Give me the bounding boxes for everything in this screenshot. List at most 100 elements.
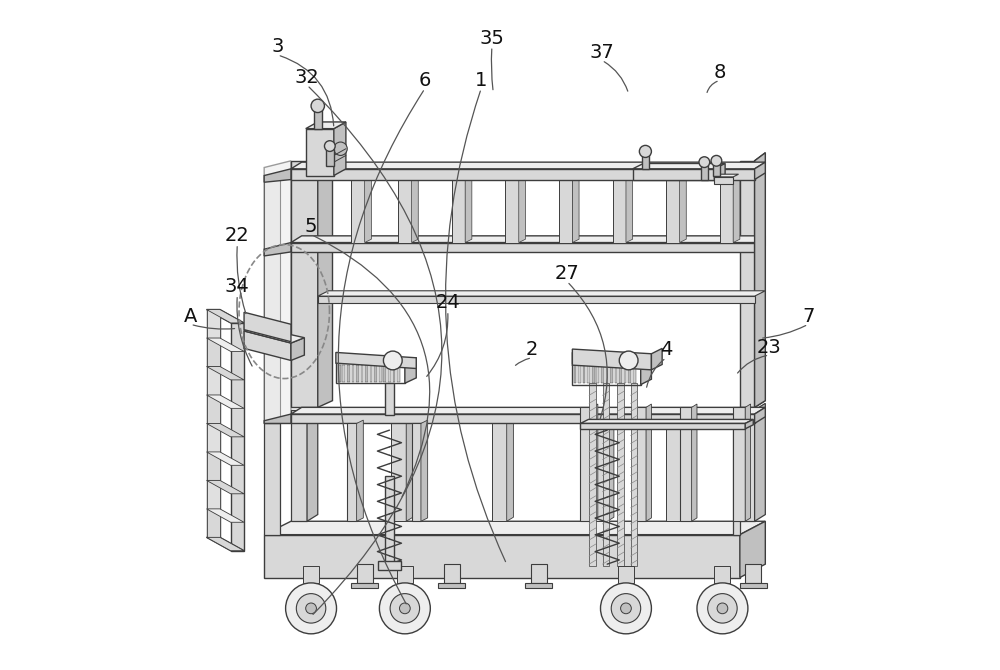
Polygon shape bbox=[385, 476, 394, 566]
Polygon shape bbox=[264, 161, 291, 423]
FancyArrowPatch shape bbox=[604, 62, 628, 91]
FancyArrowPatch shape bbox=[427, 314, 448, 377]
Polygon shape bbox=[405, 358, 416, 383]
Polygon shape bbox=[583, 365, 585, 383]
Polygon shape bbox=[207, 452, 220, 480]
Polygon shape bbox=[338, 365, 341, 382]
Polygon shape bbox=[692, 404, 697, 521]
Polygon shape bbox=[351, 583, 378, 588]
Polygon shape bbox=[633, 163, 725, 169]
Polygon shape bbox=[207, 423, 220, 452]
Text: 4: 4 bbox=[660, 340, 672, 359]
Polygon shape bbox=[507, 410, 513, 521]
Polygon shape bbox=[606, 365, 608, 383]
Text: 27: 27 bbox=[555, 264, 579, 283]
Polygon shape bbox=[755, 162, 765, 180]
Polygon shape bbox=[755, 153, 765, 407]
Polygon shape bbox=[580, 423, 745, 429]
Text: 8: 8 bbox=[714, 63, 726, 82]
Polygon shape bbox=[755, 403, 765, 521]
Polygon shape bbox=[580, 419, 753, 423]
Polygon shape bbox=[207, 537, 244, 551]
Polygon shape bbox=[589, 383, 596, 566]
Polygon shape bbox=[264, 521, 765, 535]
Polygon shape bbox=[264, 423, 280, 535]
Polygon shape bbox=[615, 365, 617, 383]
Polygon shape bbox=[388, 365, 391, 382]
Polygon shape bbox=[207, 537, 244, 551]
Polygon shape bbox=[666, 180, 680, 243]
Polygon shape bbox=[617, 383, 624, 566]
Polygon shape bbox=[291, 169, 755, 180]
Circle shape bbox=[311, 99, 324, 113]
Circle shape bbox=[611, 594, 641, 623]
Polygon shape bbox=[634, 407, 646, 521]
Text: 1: 1 bbox=[475, 71, 487, 90]
Polygon shape bbox=[379, 365, 382, 382]
FancyArrowPatch shape bbox=[237, 247, 246, 314]
Polygon shape bbox=[207, 338, 220, 366]
Polygon shape bbox=[334, 122, 346, 176]
FancyArrowPatch shape bbox=[647, 360, 664, 387]
Polygon shape bbox=[207, 310, 220, 537]
Text: 5: 5 bbox=[305, 217, 317, 236]
Polygon shape bbox=[452, 180, 465, 243]
Polygon shape bbox=[720, 180, 733, 243]
Polygon shape bbox=[592, 365, 595, 383]
Circle shape bbox=[600, 583, 651, 634]
Circle shape bbox=[334, 142, 347, 155]
Polygon shape bbox=[207, 480, 244, 494]
Polygon shape bbox=[680, 407, 692, 521]
Polygon shape bbox=[318, 291, 765, 296]
Polygon shape bbox=[291, 410, 307, 521]
Polygon shape bbox=[244, 312, 291, 342]
Text: A: A bbox=[184, 307, 197, 326]
Polygon shape bbox=[531, 564, 547, 583]
FancyArrowPatch shape bbox=[314, 236, 430, 496]
Polygon shape bbox=[397, 566, 413, 583]
Polygon shape bbox=[574, 365, 576, 383]
Polygon shape bbox=[318, 153, 332, 407]
Circle shape bbox=[324, 141, 335, 151]
Polygon shape bbox=[291, 162, 765, 169]
Polygon shape bbox=[613, 180, 626, 243]
Polygon shape bbox=[391, 414, 406, 521]
Polygon shape bbox=[651, 348, 662, 370]
FancyArrowPatch shape bbox=[309, 87, 442, 614]
Polygon shape bbox=[291, 243, 755, 252]
Polygon shape bbox=[397, 365, 400, 382]
Polygon shape bbox=[755, 236, 765, 252]
Polygon shape bbox=[412, 176, 418, 243]
Polygon shape bbox=[681, 410, 688, 521]
Polygon shape bbox=[740, 583, 767, 588]
Polygon shape bbox=[519, 176, 525, 243]
Polygon shape bbox=[207, 366, 244, 380]
Polygon shape bbox=[365, 365, 368, 382]
Polygon shape bbox=[207, 310, 244, 323]
Polygon shape bbox=[601, 365, 604, 383]
Polygon shape bbox=[525, 583, 552, 588]
Circle shape bbox=[639, 145, 651, 157]
Polygon shape bbox=[733, 176, 740, 243]
FancyArrowPatch shape bbox=[280, 56, 334, 126]
Text: 32: 32 bbox=[295, 68, 319, 86]
Polygon shape bbox=[492, 414, 507, 521]
Polygon shape bbox=[207, 395, 220, 423]
Polygon shape bbox=[626, 176, 633, 243]
Text: 6: 6 bbox=[419, 71, 431, 90]
Polygon shape bbox=[291, 407, 765, 414]
FancyArrowPatch shape bbox=[707, 81, 717, 92]
Polygon shape bbox=[572, 176, 579, 243]
Polygon shape bbox=[207, 509, 220, 537]
Polygon shape bbox=[733, 423, 740, 535]
Polygon shape bbox=[587, 365, 590, 383]
Polygon shape bbox=[207, 452, 244, 465]
Polygon shape bbox=[291, 414, 755, 423]
Polygon shape bbox=[264, 243, 291, 256]
Circle shape bbox=[708, 594, 737, 623]
Polygon shape bbox=[306, 129, 334, 176]
Polygon shape bbox=[244, 331, 291, 360]
Polygon shape bbox=[306, 122, 346, 129]
Polygon shape bbox=[713, 163, 720, 176]
Polygon shape bbox=[207, 395, 244, 408]
